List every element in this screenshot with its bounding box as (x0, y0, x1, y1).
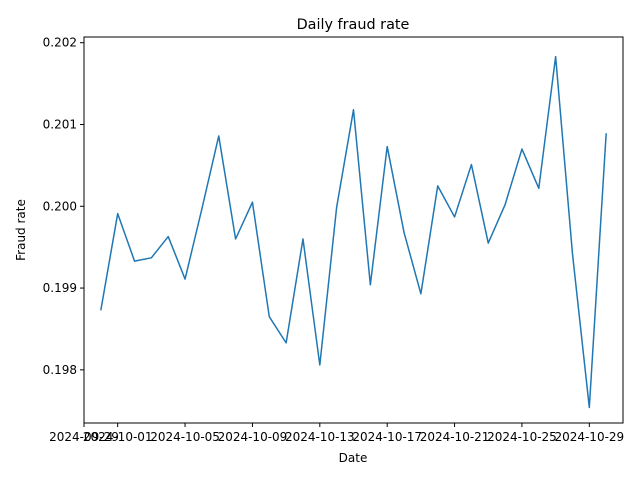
data-point (134, 260, 136, 262)
y-tick-label: 0.200 (43, 199, 77, 213)
data-point (184, 278, 186, 280)
y-tick-label: 0.199 (43, 281, 77, 295)
data-point (588, 406, 590, 408)
x-axis-label: Date (339, 451, 368, 465)
data-point (336, 206, 338, 208)
data-point (420, 293, 422, 295)
data-point (235, 238, 237, 240)
x-tick-label: 2024-10-21 (420, 430, 490, 444)
data-point (268, 316, 270, 318)
data-point (251, 201, 253, 203)
data-point (605, 133, 607, 134)
data-point (150, 257, 152, 259)
data-point (521, 148, 523, 150)
data-point (504, 204, 506, 206)
data-point (167, 236, 169, 238)
data-point (437, 185, 439, 187)
data-point (555, 56, 557, 58)
y-axis: 0.198 0.199 0.200 0.201 0.202 (43, 36, 84, 377)
data-point (117, 213, 119, 215)
data-point (201, 208, 203, 210)
data-point (487, 242, 489, 244)
data-point (285, 342, 287, 344)
data-point (403, 231, 405, 233)
x-tick-label: 2024-10-29 (554, 430, 624, 444)
chart-title: Daily fraud rate (297, 17, 410, 33)
x-tick-label: 2024-10-05 (150, 430, 220, 444)
data-point (538, 187, 540, 189)
data-point (319, 364, 321, 366)
x-tick-label: 2024-10-09 (218, 430, 288, 444)
x-tick-label: 2024-10-13 (285, 430, 355, 444)
plot-frame (83, 36, 624, 424)
data-point (454, 216, 456, 218)
x-tick-label: 2024-10-25 (487, 430, 557, 444)
x-axis: 2024-09-292024-10-012024-10-052024-10-09… (49, 423, 624, 444)
data-point (470, 164, 472, 166)
data-point (369, 284, 371, 286)
y-tick-label: 0.201 (43, 118, 77, 132)
data-point (353, 109, 354, 111)
x-tick-label: 2024-10-17 (352, 430, 422, 444)
y-tick-label: 0.202 (43, 36, 77, 50)
y-tick-label: 0.198 (43, 363, 77, 377)
data-point (571, 253, 573, 255)
data-point (302, 238, 304, 240)
x-tick-label: 2024-10-01 (83, 430, 153, 444)
series-line (100, 55, 607, 409)
plot-area (100, 55, 607, 409)
y-axis-label: Fraud rate (14, 199, 28, 261)
data-point (386, 146, 388, 148)
data-point (218, 135, 220, 137)
data-point (100, 309, 102, 311)
x-tick-label: 2024-09-29 (49, 430, 119, 444)
